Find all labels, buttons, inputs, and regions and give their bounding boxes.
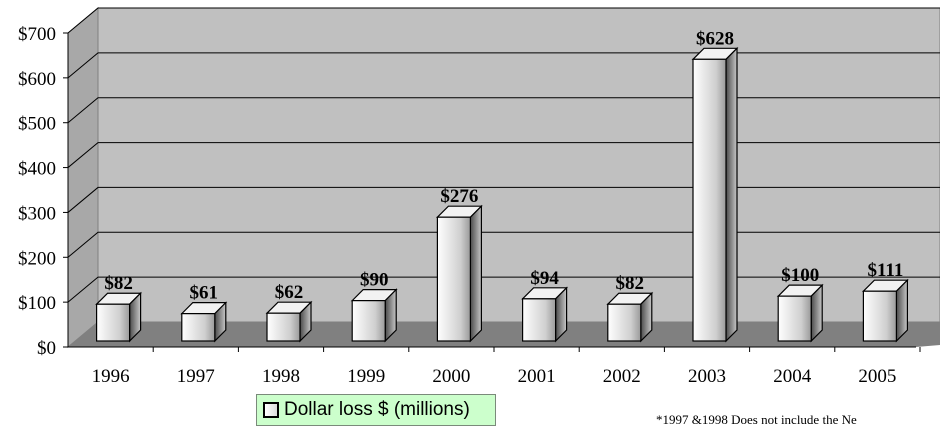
bar-2005 [861, 278, 909, 343]
bar-front-face [862, 290, 898, 342]
gridlines [67, 7, 940, 303]
bar-front-face [351, 300, 386, 342]
bar-1998 [265, 300, 313, 343]
gridline [67, 186, 940, 213]
x-tick-label: 2000 [432, 366, 470, 387]
y-tick-label: $700 [18, 24, 56, 45]
bars: $82 $61 $62 $90 $276 $94 $82 $628 $100 $111 [95, 28, 909, 343]
y-axis: $0 $100 $200 $300 $400 $500 $600 $700 [18, 24, 69, 359]
legend-label: Dollar loss $ (millions) [284, 399, 470, 420]
y-tick-label: $400 [18, 159, 56, 180]
bar-side-face [725, 46, 738, 343]
x-tick-label: 1997 [177, 366, 215, 387]
data-label: $628 [696, 28, 734, 49]
chart-walls [67, 6, 940, 349]
bar-1999 [350, 288, 398, 343]
bar-2003 [691, 46, 739, 343]
side-wall [67, 6, 99, 349]
x-tick-label: 2004 [773, 366, 812, 387]
data-label: $100 [781, 265, 819, 286]
bar-1996 [95, 291, 143, 343]
y-tick-label: $100 [18, 293, 56, 314]
x-tick-label: 2005 [858, 366, 896, 387]
bar-front-face [521, 298, 557, 342]
data-label: $82 [616, 273, 645, 294]
data-label: $90 [360, 270, 389, 291]
bar-front-face [266, 312, 301, 342]
gridline [67, 231, 940, 258]
x-tick-label: 1998 [262, 366, 300, 387]
gridline [67, 276, 940, 303]
gridline [67, 52, 940, 79]
y-tick-label: $0 [37, 338, 56, 359]
bar-front-face [692, 58, 727, 342]
x-tick-label: 1999 [347, 366, 385, 387]
data-label: $94 [530, 268, 559, 289]
data-label: $61 [190, 283, 219, 304]
gridline [67, 142, 940, 168]
bar-front-face [607, 303, 642, 342]
legend-swatch [263, 402, 279, 418]
x-tick-label: 2003 [688, 366, 726, 387]
data-label: $62 [275, 282, 304, 303]
bar-2002 [606, 291, 654, 343]
bar-front-face [436, 216, 471, 342]
x-axis: 1996 1997 1998 1999 2000 2001 2002 2003 2004 2005 [68, 346, 921, 387]
legend: Dollar loss $ (millions) [256, 394, 496, 426]
bar-2001 [521, 286, 569, 343]
x-tick-label: 2002 [603, 366, 641, 387]
bar-front-face [181, 313, 216, 342]
bar-side-face [895, 278, 909, 343]
gridline [67, 97, 940, 124]
data-label: $82 [104, 273, 133, 294]
y-tick-label: $200 [18, 248, 56, 269]
bar-front-face [777, 295, 812, 342]
bar-front-face [95, 303, 131, 342]
bar-2000 [435, 204, 483, 343]
y-tick-label: $600 [18, 69, 56, 90]
y-tick-label: $300 [18, 203, 56, 224]
gridline [67, 7, 940, 34]
bar-side-face [469, 204, 482, 343]
back-wall [97, 7, 940, 323]
bar-1997 [180, 301, 228, 343]
x-tick-label: 1996 [92, 366, 130, 387]
data-label: $276 [440, 186, 478, 207]
footnote: *1997 &1998 Does not include the Ne [656, 412, 857, 426]
bar-2004 [776, 283, 824, 343]
y-tick-label: $500 [18, 114, 56, 135]
data-label: $111 [867, 260, 903, 281]
x-tick-label: 2001 [518, 366, 556, 387]
